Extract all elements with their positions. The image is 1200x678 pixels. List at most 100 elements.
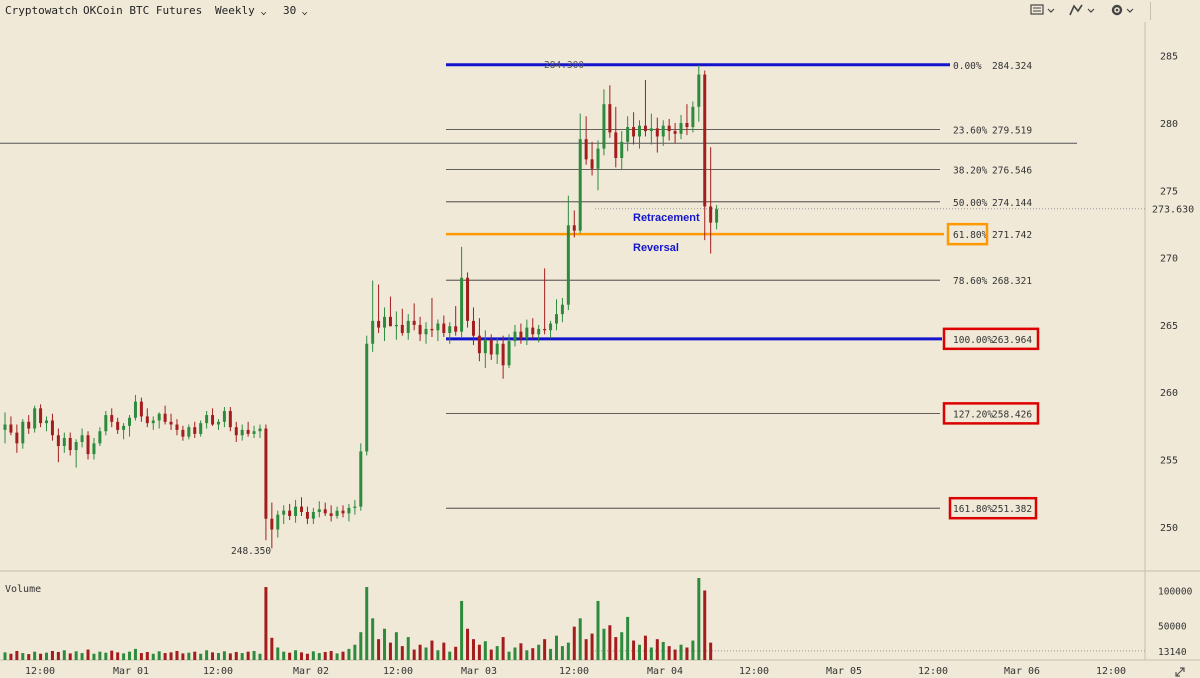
candle-body (86, 435, 90, 455)
volume-bar (15, 650, 19, 660)
volume-bar (68, 653, 72, 660)
candle-body (507, 341, 511, 366)
candle-body (649, 128, 653, 132)
volume-bar (145, 652, 149, 660)
volume-bar (27, 654, 31, 660)
candle-body (590, 159, 594, 169)
volume-bar (584, 639, 588, 660)
volume-bar (608, 625, 612, 660)
candle-body (347, 507, 351, 514)
volume-bar (383, 628, 387, 660)
candle-body (679, 123, 683, 134)
volume-bar (282, 651, 286, 660)
volume-tick-label: 100000 (1158, 587, 1193, 598)
volume-bar (566, 642, 570, 660)
reversal-label: Reversal (633, 242, 679, 254)
candle-body (394, 324, 398, 327)
volume-bar (211, 652, 215, 660)
candle-body (537, 328, 541, 335)
candle-body (371, 320, 375, 344)
time-tick-label: Mar 01 (113, 666, 149, 677)
candle-body (288, 510, 292, 517)
volume-bar (626, 616, 630, 660)
candle-body (560, 304, 564, 315)
volume-bar (353, 644, 357, 660)
fib-highlight-box (942, 402, 1040, 425)
volume-bar (507, 651, 511, 660)
volume-bar (128, 651, 132, 660)
fib-value-label: 268.321 (992, 276, 1032, 287)
market-selector[interactable]: OKCoin BTC Futures (83, 4, 202, 17)
volume-tick-label: 13140 (1158, 647, 1187, 658)
period-selector[interactable]: Weekly ⌄ (215, 4, 267, 17)
period-label: Weekly (215, 4, 255, 17)
candle-body (50, 420, 54, 436)
volume-bar (270, 637, 274, 660)
candle-body (596, 148, 600, 169)
volume-bar (679, 644, 683, 660)
volume-bar (222, 651, 226, 660)
expand-icon[interactable] (1175, 667, 1185, 677)
fib-pct-label: 0.00% (953, 61, 982, 72)
fib-value-label: 284.324 (992, 61, 1032, 72)
toolbar-divider (1150, 2, 1151, 20)
candle-body (643, 125, 647, 132)
candle-body (483, 339, 487, 354)
candle-body (205, 415, 209, 424)
candle-body (436, 323, 440, 331)
candle-body (222, 411, 226, 422)
candle-body (39, 408, 43, 424)
candle-body (335, 510, 339, 517)
volume-bar (513, 647, 517, 660)
candle-body (98, 431, 102, 444)
interval-selector[interactable]: 30 ⌄ (283, 4, 308, 17)
volume-bar (347, 648, 351, 660)
volume-bar (596, 600, 600, 660)
volume-bar (3, 652, 7, 660)
settings-icon[interactable] (1110, 3, 1138, 20)
volume-bar (602, 628, 606, 660)
candle-body (477, 335, 481, 354)
volume-bar (406, 637, 410, 660)
volume-bar (329, 650, 333, 660)
candle-body (9, 424, 13, 433)
candle-body (282, 510, 286, 515)
last-price-label: 273.630 (1152, 205, 1194, 216)
volume-bar (649, 647, 653, 660)
candle-body (667, 125, 671, 132)
price-tick-label: 275 (1160, 186, 1178, 197)
candle-body (383, 316, 387, 328)
candle-body (578, 139, 582, 231)
volume-bar (300, 652, 303, 660)
candle-body (151, 420, 155, 424)
volume-bar (169, 652, 173, 660)
volume-bar (620, 632, 624, 660)
volume-bar (543, 639, 547, 660)
candle-body (572, 225, 576, 231)
time-tick-label: 12:00 (383, 666, 413, 677)
volume-bar (288, 652, 292, 660)
time-tick-label: Mar 02 (293, 666, 329, 677)
candle-body (418, 324, 422, 335)
draw-tool-icon[interactable] (1068, 3, 1098, 20)
fib-pct-label: 50.00% (953, 198, 988, 209)
candle-body (68, 437, 72, 451)
fib-value-label: 263.964 (992, 335, 1032, 346)
candle-body (703, 74, 707, 207)
candle-body (199, 423, 203, 434)
brand-label[interactable]: Cryptowatch (5, 4, 78, 17)
candle-body (193, 427, 197, 434)
volume-bar (673, 649, 677, 660)
calendar-icon[interactable] (1030, 3, 1056, 20)
volume-bar (305, 653, 309, 660)
candle-body (519, 331, 523, 339)
volume-bar (187, 652, 191, 660)
candle-body (305, 511, 309, 519)
volume-bar (365, 587, 369, 660)
chevron-down-icon: ⌄ (259, 7, 267, 17)
volume-bar (39, 653, 43, 660)
candle-body (424, 328, 428, 335)
fib-highlight-box (948, 496, 1038, 520)
volume-bar (199, 653, 203, 660)
